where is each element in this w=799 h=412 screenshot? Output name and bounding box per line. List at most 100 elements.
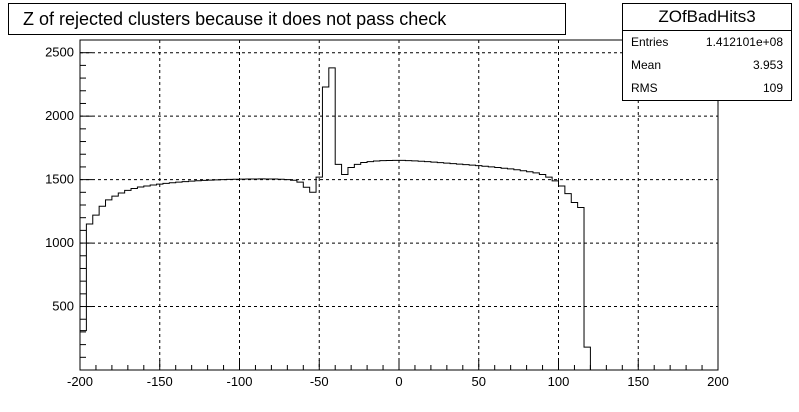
histogram-bin [533,173,539,370]
histogram-bin [106,200,112,370]
histogram-bin [240,179,246,370]
stats-row-entries: Entries 1.412101e+08 [623,31,791,54]
histogram-bin [399,160,405,370]
histogram-bin [118,193,124,370]
histogram-bin [291,180,297,370]
y-tick-label: 2000 [45,108,74,123]
chart-title: Z of rejected clusters because it does n… [8,3,566,35]
stats-label-entries: Entries [631,31,668,54]
histogram-bin [342,175,348,370]
histogram-bin [527,172,533,370]
histogram-bin [233,179,239,370]
histogram-bin [380,161,386,370]
histogram-bin [188,181,194,370]
histogram-bin [354,164,360,370]
histogram-bin [405,161,411,370]
x-tick-label: -200 [67,374,93,389]
histogram-bin [246,179,252,370]
x-tick-label: 100 [548,374,570,389]
histogram-bin [386,160,392,370]
histogram-bin [157,184,163,370]
histogram-bin [329,68,335,370]
histogram-bin [418,161,424,370]
histogram-bin [297,182,303,370]
histogram-bin [316,177,322,370]
stats-label-rms: RMS [631,77,658,100]
histogram-bin [501,168,507,370]
histogram-bin [367,162,373,370]
stats-row-rms: RMS 109 [623,77,791,100]
histogram-bin [437,163,443,370]
histogram-bin [539,175,545,370]
histogram-bin [571,202,577,370]
x-tick-label: -50 [310,374,329,389]
histogram-bin [463,165,469,370]
histogram-bin [425,162,431,370]
stats-label-mean: Mean [631,54,661,77]
histogram-bin [144,186,150,370]
histogram-bin [584,347,590,370]
histogram-bin [444,163,450,370]
histogram-bin [456,164,462,370]
x-tick-label: 0 [395,374,402,389]
histogram-bin [450,164,456,370]
histogram-bin [220,180,226,370]
histogram-bin [112,196,118,370]
histogram-bin [86,224,92,370]
histogram-bin [271,179,277,370]
histogram-bin [93,215,99,370]
stats-value-mean: 3.953 [753,54,783,77]
histogram-bin [565,194,571,370]
x-tick-label: 50 [472,374,486,389]
histogram-bin [361,162,367,370]
histogram-bin [393,160,399,370]
histogram-bin [348,168,354,370]
histogram-bin [559,186,565,370]
stats-row-mean: Mean 3.953 [623,54,791,77]
histogram-bin [546,177,552,370]
histogram-bin [578,208,584,370]
stats-title: ZOfBadHits3 [623,4,791,31]
y-tick-label: 2500 [45,45,74,60]
histogram-bin [488,167,494,370]
histogram-bin [412,161,418,370]
histogram-bin [125,190,131,370]
histogram-bin [150,185,156,370]
histogram-bin [163,183,169,370]
histogram-bin [137,187,143,370]
histogram-bin [310,192,316,370]
histogram-bin [99,206,105,370]
histogram-bin [303,187,309,370]
histogram-bin [278,179,284,370]
histogram-bin [507,169,513,370]
stats-value-entries: 1.412101e+08 [706,31,783,54]
y-tick-label: 1500 [45,172,74,187]
histogram-bin [169,183,175,370]
histogram-bin [284,180,290,370]
histogram-bin [482,166,488,370]
histogram-bin [431,162,437,370]
histogram-bin [195,181,201,370]
histogram-bin [514,170,520,370]
x-tick-label: -100 [226,374,252,389]
histogram-bin [182,182,188,370]
histogram-bin [476,166,482,370]
histogram-bin [208,180,214,370]
histogram-bin [335,164,341,370]
histogram-bin [495,168,501,370]
histogram-bin [252,179,258,370]
x-tick-label: -150 [147,374,173,389]
x-tick-label: 150 [627,374,649,389]
y-tick-label: 1000 [45,235,74,250]
x-tick-label: 200 [707,374,729,389]
stats-value-rms: 109 [763,77,783,100]
histogram-bin [373,161,379,370]
histogram-bin [80,331,86,370]
histogram-bin [176,182,182,370]
y-tick-label: 500 [52,299,74,314]
histogram-bin [469,165,475,370]
histogram-bin [322,87,328,370]
histogram-bin [227,179,233,370]
histogram-bin [131,189,137,371]
histogram-bin [552,181,558,370]
